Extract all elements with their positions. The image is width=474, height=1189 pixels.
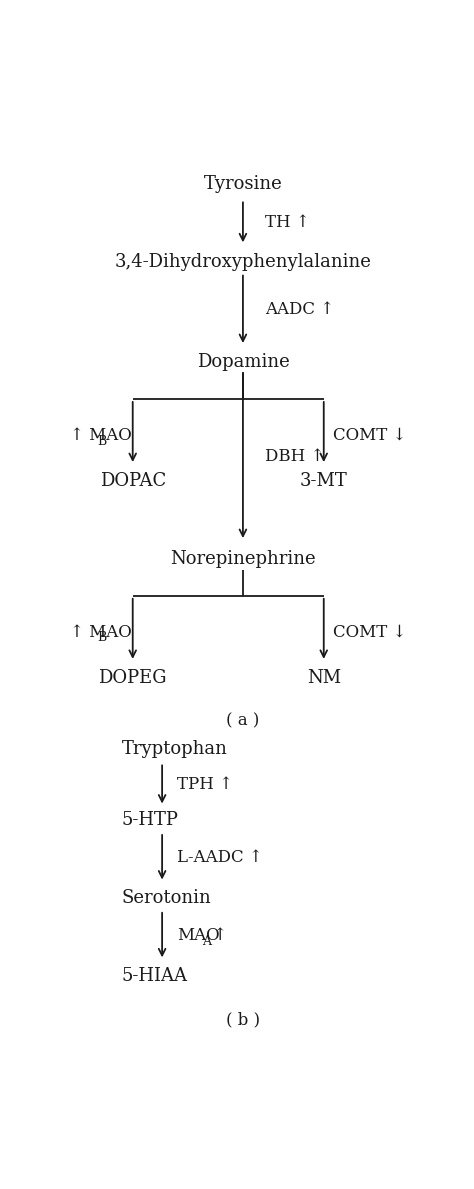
Text: DBH ↑: DBH ↑: [265, 448, 324, 465]
Text: Tyrosine: Tyrosine: [203, 175, 283, 193]
Text: Serotonin: Serotonin: [122, 889, 211, 907]
Text: NM: NM: [307, 669, 341, 687]
Text: 5-HTP: 5-HTP: [122, 811, 179, 829]
Text: B: B: [97, 435, 106, 447]
Text: Dopamine: Dopamine: [197, 353, 289, 371]
Text: L-AADC ↑: L-AADC ↑: [177, 849, 263, 866]
Text: Tryptophan: Tryptophan: [122, 740, 228, 757]
Text: ( b ): ( b ): [226, 1012, 260, 1028]
Text: 3,4-Dihydroxyphenylalanine: 3,4-Dihydroxyphenylalanine: [115, 253, 371, 271]
Text: AADC ↑: AADC ↑: [265, 301, 334, 317]
Text: DOPAC: DOPAC: [100, 472, 166, 490]
Text: TPH ↑: TPH ↑: [177, 776, 233, 793]
Text: MAO: MAO: [177, 926, 219, 944]
Text: COMT ↓: COMT ↓: [333, 624, 406, 641]
Text: 3-MT: 3-MT: [300, 472, 347, 490]
Text: 5-HIAA: 5-HIAA: [122, 967, 188, 984]
Text: ( a ): ( a ): [226, 712, 260, 730]
Text: Norepinephrine: Norepinephrine: [170, 551, 316, 568]
Text: TH ↑: TH ↑: [265, 214, 310, 231]
Text: ↑: ↑: [208, 926, 227, 944]
Text: ↑ MAO: ↑ MAO: [70, 624, 132, 641]
Text: ↑ MAO: ↑ MAO: [70, 427, 132, 445]
Text: B: B: [97, 631, 106, 644]
Text: A: A: [202, 935, 211, 948]
Text: DOPEG: DOPEG: [99, 669, 167, 687]
Text: COMT ↓: COMT ↓: [333, 427, 406, 445]
